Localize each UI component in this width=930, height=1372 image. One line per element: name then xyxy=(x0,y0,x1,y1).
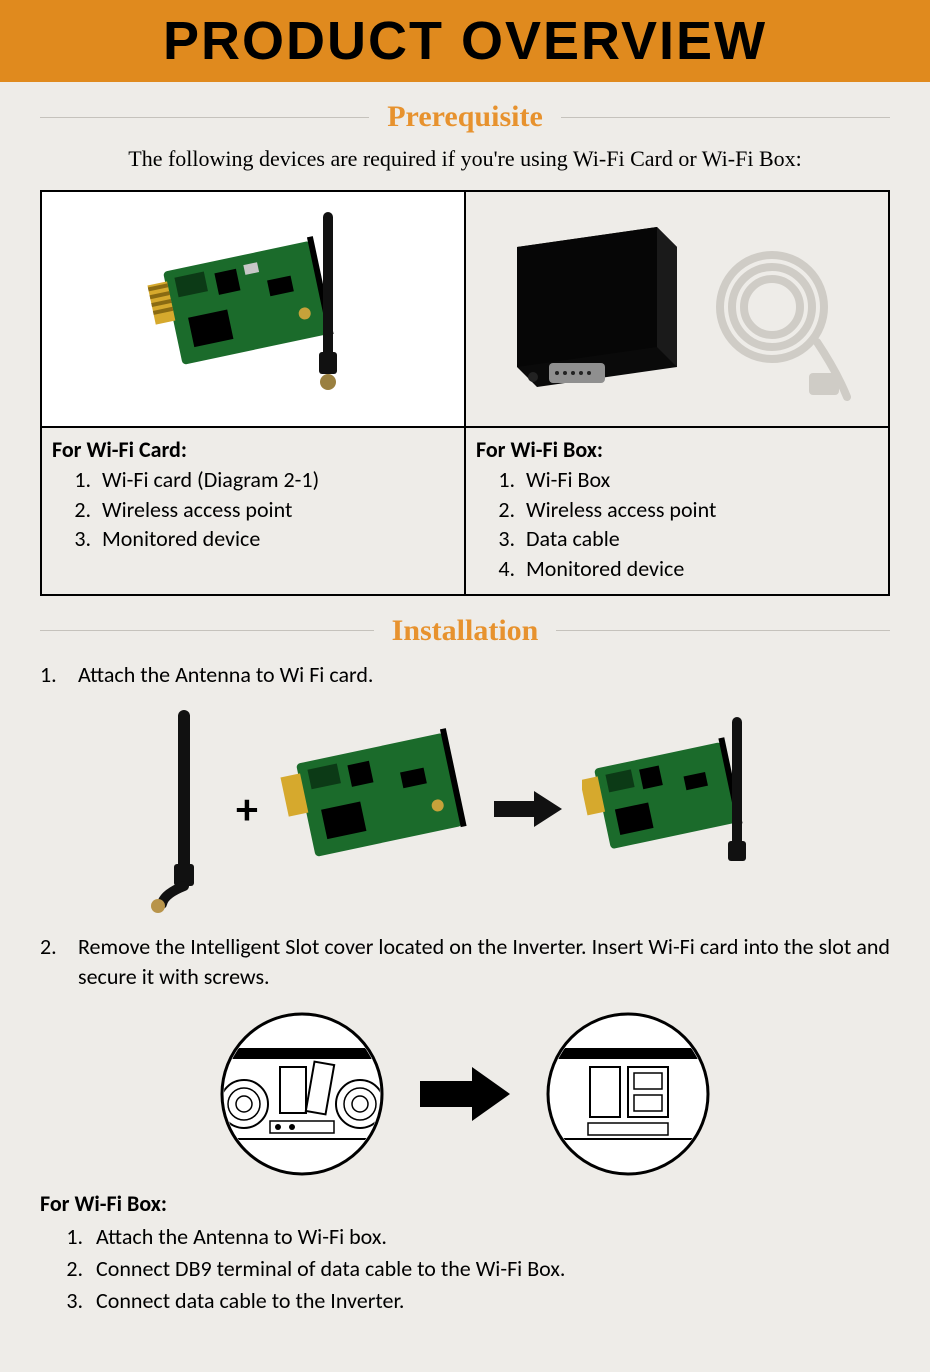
rule-right xyxy=(556,630,890,631)
arrow-right-large-icon xyxy=(420,1067,510,1121)
rule-left xyxy=(40,117,369,118)
antenna-icon xyxy=(148,704,218,914)
step-text: Attach the Antenna to Wi Fi card. xyxy=(78,660,373,690)
wifi-box-install-section: For Wi-Fi Box: Attach the Antenna to Wi-… xyxy=(40,1189,890,1317)
step-number: 1. xyxy=(40,660,78,690)
wifi-card-no-antenna-icon xyxy=(276,724,476,894)
header-bar: PRODUCT OVERVIEW xyxy=(0,0,930,82)
content-area: Prerequisite The following devices are r… xyxy=(0,100,930,1347)
rule-right xyxy=(561,117,890,118)
list-item: Attach the Antenna to Wi-Fi box. xyxy=(88,1221,890,1253)
page-title: PRODUCT OVERVIEW xyxy=(163,10,767,72)
install-step-2: 2. Remove the Intelligent Slot cover loc… xyxy=(40,932,890,993)
inverter-slot-open-icon xyxy=(202,1009,402,1179)
wifi-box-install-title: For Wi-Fi Box: xyxy=(40,1189,890,1219)
wifi-box-illustration xyxy=(487,207,867,407)
wifi-card-image-cell xyxy=(41,191,465,427)
slot-insert-diagram xyxy=(40,1009,890,1179)
list-item: Monitored device xyxy=(520,554,878,584)
wifi-card-list: Wi-Fi card (Diagram 2-1) Wireless access… xyxy=(96,465,454,554)
list-item: Connect data cable to the Inverter. xyxy=(88,1285,890,1317)
list-item: Monitored device xyxy=(96,524,454,554)
prerequisite-table: For Wi-Fi Card: Wi-Fi card (Diagram 2-1)… xyxy=(40,190,890,596)
install-step-1: 1. Attach the Antenna to Wi Fi card. xyxy=(40,660,890,690)
list-item: Data cable xyxy=(520,524,878,554)
prerequisite-heading-text: Prerequisite xyxy=(369,100,561,134)
installation-steps: 1. Attach the Antenna to Wi Fi card. + xyxy=(40,660,890,1317)
wifi-card-text-cell: For Wi-Fi Card: Wi-Fi card (Diagram 2-1)… xyxy=(41,427,465,595)
wifi-card-title: For Wi-Fi Card: xyxy=(52,436,454,463)
step-text: Remove the Intelligent Slot cover locate… xyxy=(78,932,890,993)
wifi-box-list: Wi-Fi Box Wireless access point Data cab… xyxy=(520,465,878,584)
wifi-card-illustration xyxy=(123,202,383,412)
installation-heading-text: Installation xyxy=(374,614,557,648)
wifi-box-text-cell: For Wi-Fi Box: Wi-Fi Box Wireless access… xyxy=(465,427,889,595)
step-number: 2. xyxy=(40,932,78,993)
wifi-box-image-cell xyxy=(465,191,889,427)
list-item: Connect DB9 terminal of data cable to th… xyxy=(88,1253,890,1285)
list-item: Wireless access point xyxy=(520,495,878,525)
plus-icon: + xyxy=(236,779,258,840)
list-item: Wi-Fi Box xyxy=(520,465,878,495)
list-item: Wi-Fi card (Diagram 2-1) xyxy=(96,465,454,495)
antenna-attach-diagram: + xyxy=(40,704,890,914)
section-heading-prerequisite: Prerequisite xyxy=(40,100,890,134)
list-item: Wireless access point xyxy=(96,495,454,525)
wifi-box-title: For Wi-Fi Box: xyxy=(476,436,878,463)
wifi-box-install-list: Attach the Antenna to Wi-Fi box. Connect… xyxy=(88,1221,890,1317)
section-heading-installation: Installation xyxy=(40,614,890,648)
inverter-slot-closed-icon xyxy=(528,1009,728,1179)
rule-left xyxy=(40,630,374,631)
wifi-card-assembled-icon xyxy=(582,709,782,909)
prerequisite-intro: The following devices are required if yo… xyxy=(40,146,890,172)
arrow-right-icon xyxy=(494,789,564,829)
